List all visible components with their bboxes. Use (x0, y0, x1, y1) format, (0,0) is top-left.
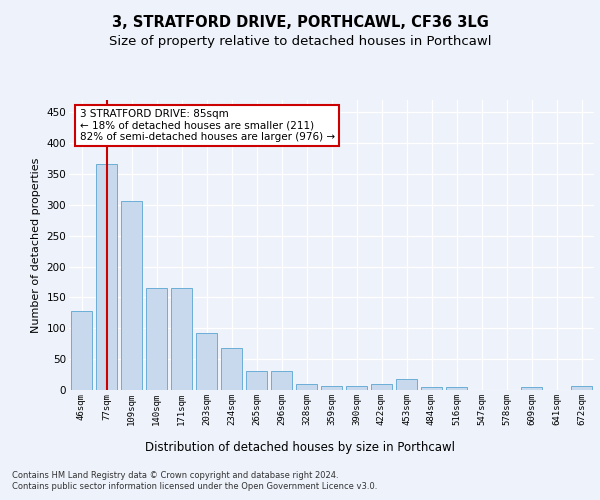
Bar (271, 372, 292, 390)
Bar (446, 387, 467, 390)
Bar (246, 372, 267, 390)
Bar (421, 387, 442, 390)
Text: 3, STRATFORD DRIVE, PORTHCAWL, CF36 3LG: 3, STRATFORD DRIVE, PORTHCAWL, CF36 3LG (112, 15, 488, 30)
Bar (196, 332, 217, 390)
Bar (71, 311, 92, 390)
Text: Distribution of detached houses by size in Porthcawl: Distribution of detached houses by size … (145, 441, 455, 454)
Bar (121, 200, 142, 390)
Bar (396, 379, 417, 390)
Bar (571, 386, 592, 390)
Text: Size of property relative to detached houses in Porthcawl: Size of property relative to detached ho… (109, 34, 491, 48)
Bar (371, 384, 392, 390)
Text: 3 STRATFORD DRIVE: 85sqm
← 18% of detached houses are smaller (211)
82% of semi-: 3 STRATFORD DRIVE: 85sqm ← 18% of detach… (79, 108, 335, 142)
Bar (221, 348, 242, 390)
Bar (296, 384, 317, 390)
Bar (146, 288, 167, 390)
Bar (171, 288, 192, 390)
Bar (346, 386, 367, 390)
Bar (321, 386, 342, 390)
Text: Contains HM Land Registry data © Crown copyright and database right 2024.
Contai: Contains HM Land Registry data © Crown c… (12, 472, 377, 490)
Bar (521, 387, 542, 390)
Bar (96, 164, 117, 390)
Y-axis label: Number of detached properties: Number of detached properties (31, 158, 41, 332)
